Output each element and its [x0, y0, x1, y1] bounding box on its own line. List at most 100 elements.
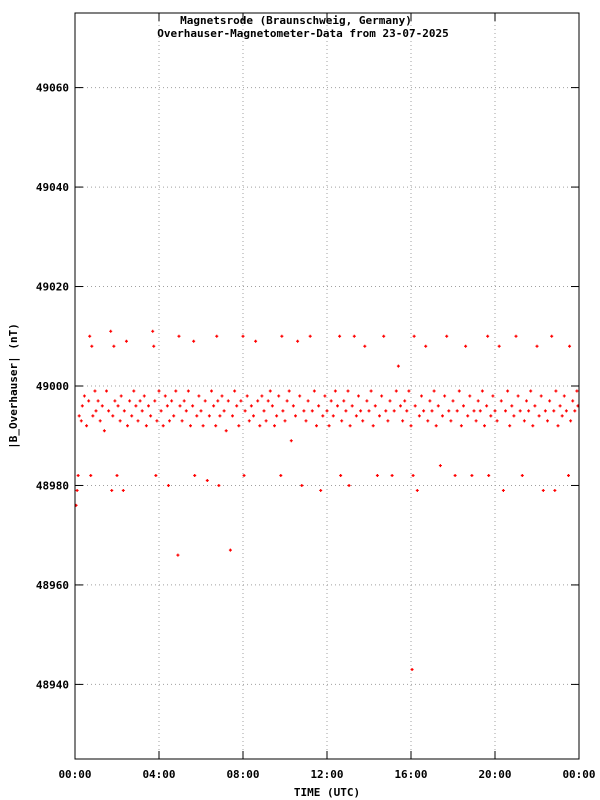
data-point [136, 419, 140, 423]
data-point [298, 394, 302, 398]
data-point [128, 399, 132, 403]
data-point [268, 389, 272, 393]
data-point [184, 409, 188, 413]
data-point [483, 424, 486, 428]
data-point [457, 389, 461, 393]
data-point [193, 474, 197, 478]
data-point [89, 474, 93, 478]
data-point [319, 488, 323, 492]
y-tick-label: 49040 [36, 181, 69, 194]
data-point [294, 414, 297, 418]
data-point [157, 389, 161, 393]
data-point [407, 389, 411, 393]
data-point [371, 424, 375, 428]
data-point [359, 409, 363, 413]
data-point [212, 404, 216, 408]
data-point [205, 478, 209, 482]
x-tick-label: 04:00 [142, 768, 175, 781]
data-point [474, 419, 478, 423]
data-point [115, 474, 119, 478]
data-point [325, 409, 329, 413]
data-point [390, 474, 394, 478]
data-point [201, 424, 205, 428]
data-point [75, 488, 79, 492]
data-point [149, 414, 153, 418]
data-point [512, 414, 516, 418]
data-point [321, 414, 325, 418]
chart-title: Magnetsrode (Braunschweig, Germany) [180, 14, 412, 27]
data-point [434, 424, 438, 428]
data-point [182, 399, 186, 403]
data-point [378, 414, 381, 418]
data-point [424, 344, 428, 348]
data-point [459, 424, 463, 428]
data-point [247, 419, 251, 423]
data-point [210, 389, 213, 393]
data-point [346, 389, 350, 393]
data-point [262, 409, 266, 413]
data-point [144, 424, 148, 428]
data-point [306, 399, 310, 403]
data-point [531, 424, 535, 428]
data-point [506, 389, 510, 393]
data-point [329, 399, 333, 403]
data-point [363, 344, 367, 348]
data-point [468, 394, 472, 398]
data-point [373, 404, 377, 408]
data-point [132, 389, 136, 393]
data-point [422, 409, 426, 413]
data-point [571, 399, 575, 403]
data-point [100, 404, 104, 408]
data-point [420, 394, 423, 398]
data-point [403, 399, 407, 403]
data-point [354, 414, 358, 418]
data-point [327, 424, 331, 428]
data-point [275, 414, 279, 418]
data-point [300, 483, 304, 487]
data-point [130, 414, 134, 418]
data-point [180, 419, 184, 423]
data-point [80, 404, 84, 408]
data-point [88, 334, 92, 338]
data-point [224, 429, 228, 433]
data-point [485, 404, 489, 408]
data-point [96, 399, 100, 403]
data-point [197, 394, 201, 398]
data-point [413, 404, 417, 408]
data-point [486, 334, 490, 338]
data-point [392, 409, 396, 413]
data-point [176, 553, 180, 557]
data-point [110, 488, 114, 492]
data-point [189, 424, 192, 428]
data-point [347, 483, 351, 487]
data-point [543, 409, 547, 413]
data-point [270, 404, 274, 408]
data-point [85, 424, 89, 428]
data-point [386, 419, 390, 423]
data-point [480, 389, 484, 393]
x-axis-label: TIME (UTC) [294, 786, 360, 799]
data-point [203, 399, 207, 403]
x-tick-label: 00:00 [58, 768, 91, 781]
data-point [161, 424, 165, 428]
data-point [152, 344, 156, 348]
data-point [174, 389, 178, 393]
data-point [217, 483, 221, 487]
y-tick-label: 48980 [36, 479, 69, 492]
data-point [499, 399, 503, 403]
data-point [207, 414, 211, 418]
data-point [90, 344, 94, 348]
data-point [342, 399, 346, 403]
data-point [216, 399, 220, 403]
data-point [464, 344, 468, 348]
data-point [281, 409, 285, 413]
data-point [497, 344, 501, 348]
data-points [74, 329, 580, 671]
data-point [380, 394, 384, 398]
data-point [249, 404, 253, 408]
data-point [214, 424, 218, 428]
data-point [501, 488, 505, 492]
data-point [140, 409, 144, 413]
data-point [412, 334, 416, 338]
data-point [436, 404, 440, 408]
